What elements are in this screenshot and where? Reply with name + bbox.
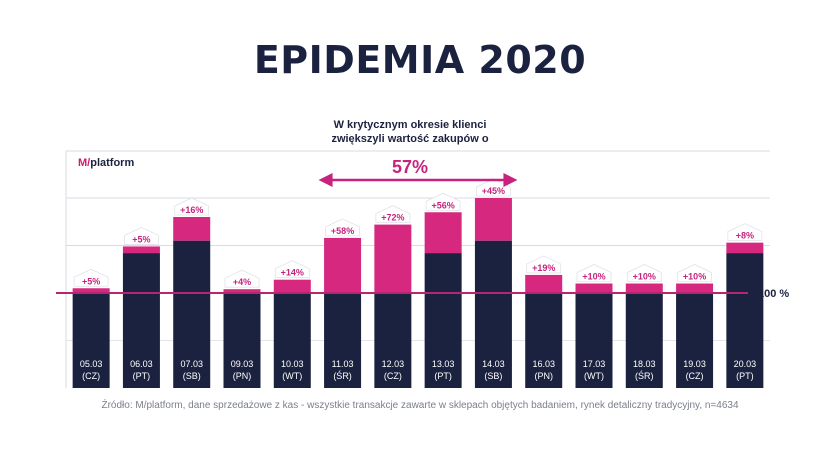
bar-increase xyxy=(173,217,211,241)
weekday-label: (PN) xyxy=(534,371,553,381)
weekday-label: (WT) xyxy=(282,371,302,381)
range-arrow-right xyxy=(503,173,518,187)
logo-text: platform xyxy=(90,157,135,169)
increase-label: +19% xyxy=(532,263,555,273)
date-label: 07.03 xyxy=(180,359,203,369)
platform-logo: M/platform xyxy=(78,157,134,169)
increase-label: +5% xyxy=(132,234,150,244)
increase-label: +8% xyxy=(736,231,754,241)
chart-title: EPIDEMIA 2020 xyxy=(253,38,587,82)
bar-base xyxy=(273,293,311,388)
weekday-label: (SB) xyxy=(183,371,201,381)
increase-label: +14% xyxy=(281,268,304,278)
bar-base xyxy=(122,253,160,388)
increase-tag xyxy=(576,264,612,282)
increase-label: +72% xyxy=(381,213,404,223)
weekday-label: (CZ) xyxy=(384,371,402,381)
bar-base xyxy=(726,253,764,388)
bar-increase xyxy=(72,288,110,293)
bar-increase xyxy=(223,289,261,293)
date-label: 11.03 xyxy=(332,359,354,369)
weekday-label: (CZ) xyxy=(82,371,100,381)
bar-increase xyxy=(424,212,462,254)
bar-base xyxy=(173,240,211,388)
bar-base xyxy=(424,253,462,388)
bar-increase xyxy=(575,283,613,293)
weekday-label: (PT) xyxy=(133,371,151,381)
date-label: 18.03 xyxy=(633,359,656,369)
increase-tag xyxy=(727,223,763,242)
weekday-label: (WT) xyxy=(584,371,604,381)
increase-label: +4% xyxy=(233,277,251,287)
date-label: 06.03 xyxy=(130,359,153,369)
bar-increase xyxy=(273,279,311,293)
bar-increase xyxy=(726,242,764,254)
increase-tag xyxy=(224,269,260,288)
source-note: Źródło: M/platform, dane sprzedażowe z k… xyxy=(101,400,739,411)
date-label: 12.03 xyxy=(382,359,405,369)
date-label: 05.03 xyxy=(80,359,103,369)
bar-base xyxy=(525,293,563,388)
date-label: 16.03 xyxy=(532,359,555,369)
increase-label: +45% xyxy=(482,186,505,196)
annotation-text: W krytycznym okresie klienci zwiększyli … xyxy=(331,119,489,145)
reference-label: 100 % xyxy=(758,288,789,300)
increase-label: +58% xyxy=(331,226,354,236)
increase-tag xyxy=(476,178,511,197)
weekday-label: (PT) xyxy=(736,371,754,381)
date-label: 10.03 xyxy=(281,359,304,369)
weekday-label: (ŚR) xyxy=(635,370,654,381)
date-label: 20.03 xyxy=(734,359,757,369)
weekday-label: (SB) xyxy=(484,371,502,381)
increase-tag xyxy=(677,264,712,282)
increase-tag xyxy=(124,227,159,245)
bar-increase xyxy=(324,237,362,293)
date-label: 17.03 xyxy=(583,359,606,369)
increase-tag xyxy=(274,260,310,279)
increase-tag xyxy=(325,218,360,237)
bar-base xyxy=(625,293,663,388)
increase-label: +10% xyxy=(582,272,605,282)
increase-label: +10% xyxy=(633,272,656,282)
bar-increase xyxy=(625,283,663,293)
weekday-label: (CZ) xyxy=(686,371,704,381)
bar-increase xyxy=(525,274,563,293)
weekday-label: (ŚR) xyxy=(333,370,352,381)
bar-base xyxy=(374,293,412,388)
date-label: 19.03 xyxy=(683,359,706,369)
logo-mark: M/ xyxy=(78,157,91,169)
increase-label: +56% xyxy=(432,200,455,210)
bar-base xyxy=(474,240,512,388)
bar-increase xyxy=(676,283,714,293)
bar-base xyxy=(676,293,714,388)
date-label: 09.03 xyxy=(231,359,254,369)
bar-base xyxy=(575,293,613,388)
date-label: 13.03 xyxy=(432,359,455,369)
weekday-label: (PT) xyxy=(434,371,452,381)
increase-label: +10% xyxy=(683,272,706,282)
bar-increase xyxy=(474,198,512,241)
increase-label: +16% xyxy=(180,205,203,215)
increase-tag xyxy=(526,255,562,274)
increase-tag xyxy=(73,268,109,287)
bar-increase xyxy=(122,246,160,254)
increase-tag xyxy=(174,197,210,216)
bar-increase xyxy=(374,224,412,293)
weekday-label: (PN) xyxy=(233,371,252,381)
increase-label: +5% xyxy=(82,276,100,286)
highlight-value: 57% xyxy=(391,157,429,177)
increase-tag xyxy=(626,264,662,282)
bar-base xyxy=(223,293,261,388)
range-arrow-left xyxy=(318,173,333,187)
bar-base xyxy=(324,293,362,388)
increase-tag xyxy=(425,192,461,211)
bar-base xyxy=(72,293,110,388)
increase-tag xyxy=(375,205,411,223)
date-label: 14.03 xyxy=(482,359,505,369)
